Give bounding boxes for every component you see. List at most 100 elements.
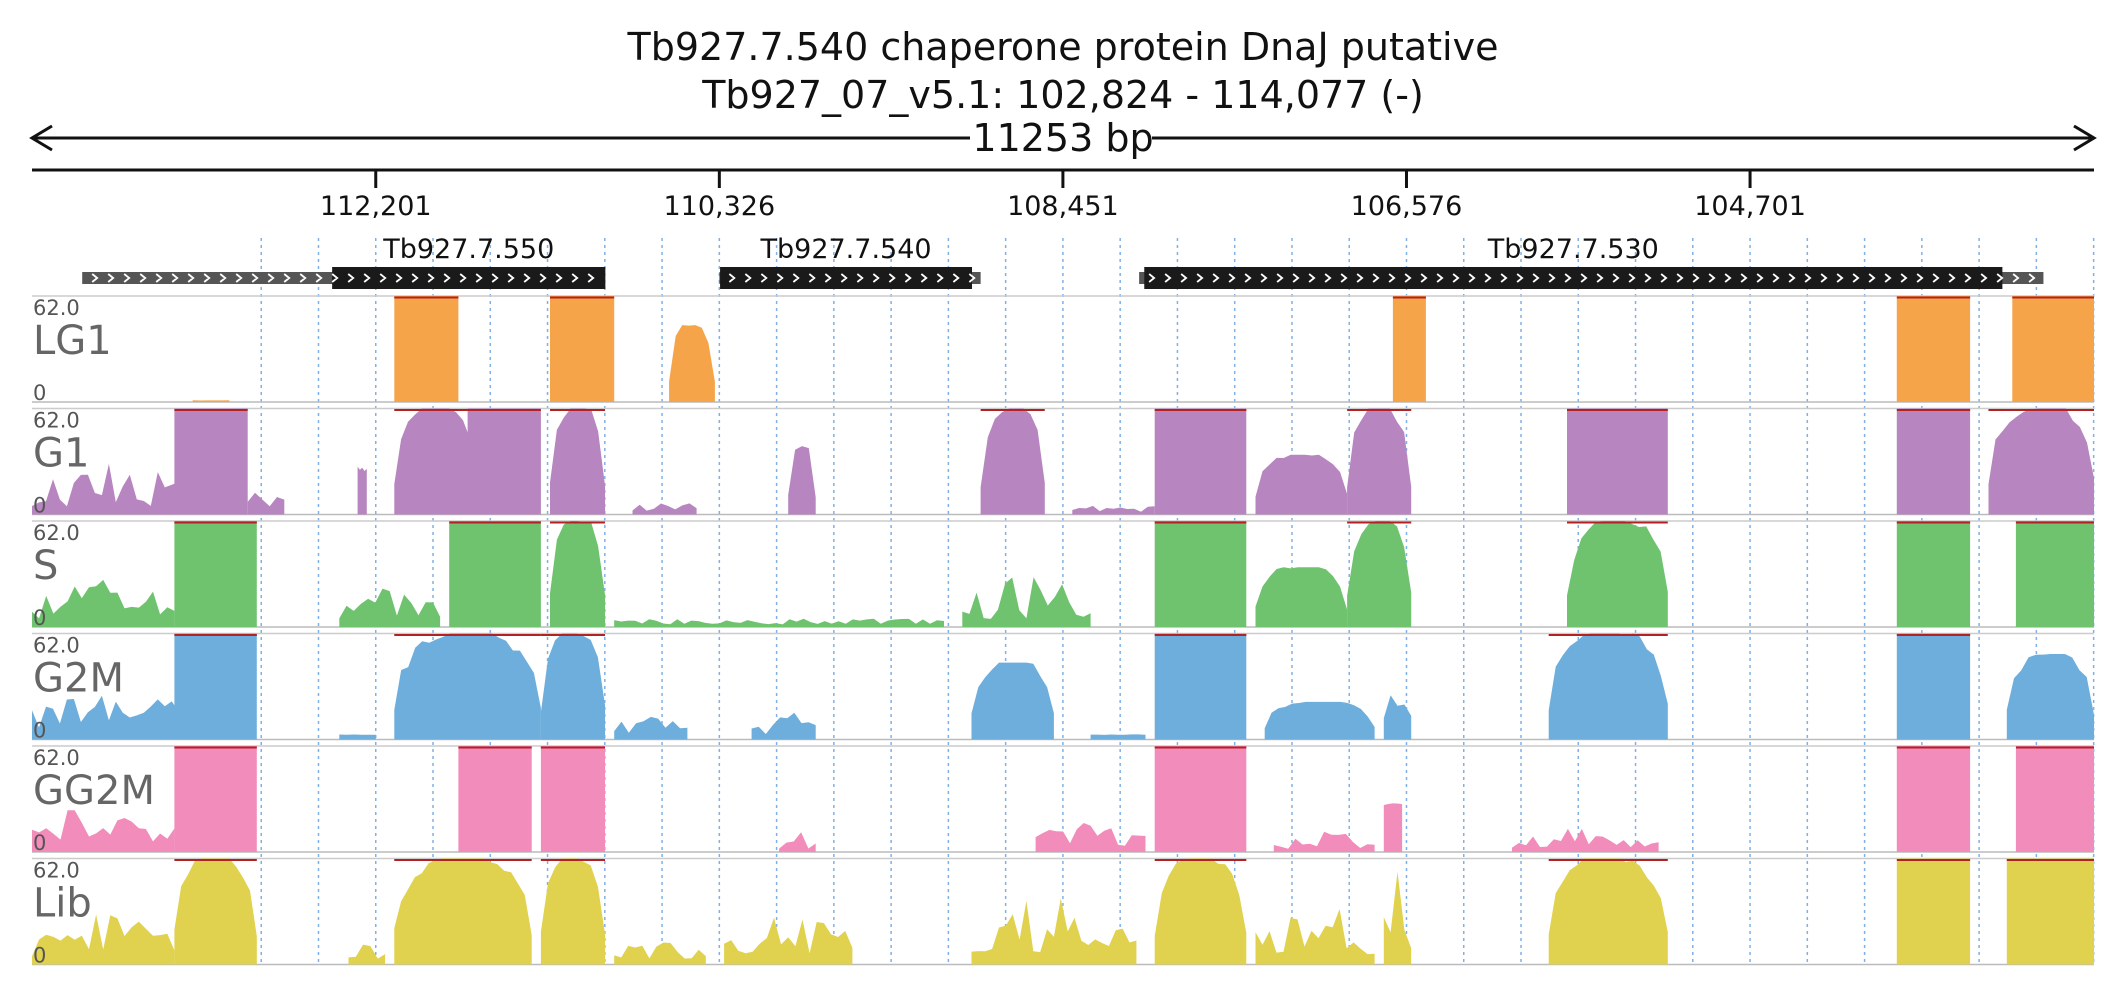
coverage-segment xyxy=(1383,695,1412,740)
x-tick-label-0: 112,201 xyxy=(320,191,432,222)
figure-title: Tb927.7.540 chaperone protein DnaJ putat… xyxy=(627,25,1499,69)
coverage-segment xyxy=(1896,408,1971,515)
y-min-label: 0 xyxy=(33,719,46,743)
coverage-segment xyxy=(32,579,175,627)
coverage-segment xyxy=(1896,746,1971,852)
gene-strand-arrows xyxy=(728,273,976,283)
span-length-label: 11253 bp xyxy=(972,116,1153,160)
y-max-label: 62.0 xyxy=(33,409,80,433)
coverage-segment xyxy=(1896,296,1971,402)
coverage-segment xyxy=(1383,803,1403,852)
y-min-label: 0 xyxy=(33,831,46,855)
track-label-s: S xyxy=(33,543,58,589)
track-label-lg1: LG1 xyxy=(33,318,112,364)
coordinate-axis: 112,201 110,326 108,451 106,576 104,701 xyxy=(32,168,2094,222)
coverage-segment xyxy=(1072,505,1155,515)
coverage-segment xyxy=(339,734,376,740)
coverage-segment xyxy=(174,521,257,627)
coverage-segment xyxy=(540,746,605,852)
track-label-lib: Lib xyxy=(33,881,92,927)
y-max-label: 62.0 xyxy=(33,746,80,770)
coverage-segment xyxy=(2015,746,2094,852)
y-min-label: 0 xyxy=(33,944,46,968)
coverage-segment xyxy=(32,810,175,852)
gene-models: Tb927.7.550 Tb927.7.540 Tb927.7.530 xyxy=(82,234,2044,289)
gene-strand-arrows xyxy=(1148,273,2036,283)
coverage-segment xyxy=(779,832,816,852)
x-tick-label-1: 110,326 xyxy=(664,191,776,222)
coverage-segment xyxy=(467,408,541,515)
track-lg1: 62.0 0 LG1 xyxy=(32,295,2094,405)
coverage-segment xyxy=(540,858,605,965)
y-max-label: 62.0 xyxy=(33,296,80,320)
y-max-label: 62.0 xyxy=(33,859,80,883)
coverage-segment xyxy=(394,296,459,402)
coverage-segment xyxy=(550,408,605,515)
gene-cds xyxy=(332,267,606,289)
coverage-segment xyxy=(357,466,367,515)
coverage-segment xyxy=(1988,408,2094,515)
coverage-segment xyxy=(1255,909,1375,965)
coverage-segment xyxy=(1090,734,1146,740)
coverage-segment xyxy=(550,296,615,402)
coverage-segment xyxy=(394,633,541,740)
span-arrowhead-right xyxy=(2073,124,2097,152)
coverage-segment xyxy=(192,400,230,402)
coverage-segment xyxy=(614,942,706,965)
track-label-gg2m: GG2M xyxy=(33,768,155,814)
track-lib: 62.0 0 Lib xyxy=(32,857,2094,968)
coverage-segment xyxy=(32,463,193,515)
coverage-segment xyxy=(1896,858,1971,965)
coverage-segment xyxy=(1896,521,1971,627)
coverage-segment xyxy=(2015,521,2094,627)
coverage-segment xyxy=(174,633,257,740)
coverage-segment xyxy=(174,746,257,852)
coverage-segment xyxy=(348,944,386,965)
coverage-segment xyxy=(971,898,1137,965)
coverage-segment xyxy=(614,716,688,740)
coverage-segment xyxy=(1154,858,1247,965)
coverage-segment xyxy=(247,492,285,515)
gene-model-1: Tb927.7.540 xyxy=(719,234,981,289)
span-arrow: 11253 bp xyxy=(29,116,2097,160)
figure-subtitle: Tb927_07_v5.1: 102,824 - 114,077 (-) xyxy=(701,73,1424,117)
coverage-segment xyxy=(1383,871,1412,965)
gene-label-0: Tb927.7.550 xyxy=(382,234,554,265)
coverage-segment xyxy=(32,914,175,965)
track-label-g2m: G2M xyxy=(33,656,124,702)
coverage-segment xyxy=(458,746,532,852)
coverage-segment xyxy=(1567,408,1668,515)
coverage-segment xyxy=(1154,408,1247,515)
coverage-segment xyxy=(724,917,853,965)
coverage-segment xyxy=(1567,521,1668,627)
coverage-segment xyxy=(1347,408,1412,515)
coverage-segment xyxy=(1273,831,1375,852)
coverage-segment xyxy=(962,577,1091,627)
coverage-segment xyxy=(980,408,1045,515)
y-min-label: 0 xyxy=(33,381,46,405)
coverage-segment xyxy=(1347,521,1412,627)
gene-label-2: Tb927.7.530 xyxy=(1487,234,1659,265)
gene-label-1: Tb927.7.540 xyxy=(760,234,932,265)
y-min-label: 0 xyxy=(33,606,46,630)
coverage-segment xyxy=(2006,858,2094,965)
coverage-segment xyxy=(174,858,257,965)
coverage-segment xyxy=(1548,633,1668,740)
track-g2m: 62.0 0 G2M xyxy=(32,632,2094,743)
coverage-segment xyxy=(1035,823,1146,852)
x-tick-label-3: 106,576 xyxy=(1351,191,1463,222)
coverage-segment xyxy=(1255,567,1348,627)
track-g1: 62.0 0 G1 xyxy=(32,407,2094,518)
coverage-segment xyxy=(32,695,193,740)
coverage-segment xyxy=(632,503,697,515)
track-s: 62.0 0 S xyxy=(32,520,2094,630)
coverage-segment xyxy=(614,618,944,627)
y-min-label: 0 xyxy=(33,494,46,518)
coverage-segment xyxy=(449,521,541,627)
coverage-segment xyxy=(788,446,816,515)
gene-cds xyxy=(1144,267,2003,289)
coverage-segment xyxy=(971,662,1054,740)
gene-model-0: Tb927.7.550 xyxy=(82,234,606,289)
coverage-segment xyxy=(394,858,532,965)
y-max-label: 62.0 xyxy=(33,521,80,545)
